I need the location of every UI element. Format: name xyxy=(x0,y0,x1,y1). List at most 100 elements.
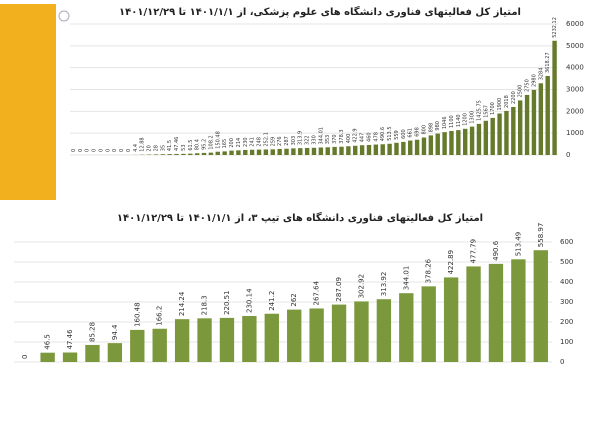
bar xyxy=(130,329,145,362)
bar xyxy=(197,318,212,362)
data-label: 344.01 xyxy=(318,127,324,145)
data-label: 1900 xyxy=(497,98,503,111)
data-label: 490.6 xyxy=(492,240,500,261)
data-label: 302.92 xyxy=(357,274,365,299)
data-label: 267.64 xyxy=(313,280,321,305)
bar xyxy=(339,146,344,155)
data-label: 241.2 xyxy=(268,291,276,311)
bar xyxy=(399,293,414,362)
bar xyxy=(331,304,347,362)
bar xyxy=(359,145,365,155)
data-label: 378.26 xyxy=(425,258,433,283)
data-label: 490.6 xyxy=(380,127,386,141)
data-label: 0 xyxy=(71,149,77,152)
data-label: 259 xyxy=(270,137,276,147)
data-label: 166.2 xyxy=(156,306,164,326)
data-label: 661 xyxy=(408,128,414,138)
y-tick-label: 3000 xyxy=(566,86,584,94)
data-label: 1300 xyxy=(470,111,476,124)
bar xyxy=(208,152,214,155)
data-label: 313.9 xyxy=(298,131,304,145)
bar xyxy=(167,154,172,155)
data-label: 1046 xyxy=(442,116,448,129)
data-label: 422.9 xyxy=(353,128,359,142)
bar xyxy=(463,128,468,155)
bar xyxy=(483,120,489,155)
bar xyxy=(408,140,413,155)
data-label: 559 xyxy=(394,130,400,140)
bar xyxy=(201,152,207,155)
y-tick-label: 5000 xyxy=(566,42,584,50)
bar xyxy=(490,117,495,155)
data-label: 0 xyxy=(21,355,29,359)
data-label: 165 xyxy=(222,139,228,149)
bar xyxy=(421,137,427,155)
data-label: 35 xyxy=(160,145,166,151)
bar xyxy=(62,352,78,362)
data-label: 85.28 xyxy=(88,322,96,342)
data-label: 218.3 xyxy=(201,295,209,315)
y-tick-label: 0 xyxy=(560,358,564,366)
bar xyxy=(160,154,165,155)
y-tick-label: 500 xyxy=(560,258,573,266)
data-label: 1200 xyxy=(463,113,469,126)
data-label: 2018 xyxy=(504,95,510,108)
bar xyxy=(40,352,55,362)
data-label: 600 xyxy=(401,129,407,139)
data-label: 2750 xyxy=(525,79,531,92)
bar xyxy=(256,149,262,155)
bar xyxy=(215,151,220,155)
data-label: 370 xyxy=(332,134,338,144)
bar xyxy=(264,313,279,362)
bar xyxy=(376,299,392,362)
bar xyxy=(107,343,123,362)
data-label: 698 xyxy=(415,127,421,137)
bar xyxy=(414,139,420,155)
bar xyxy=(153,154,159,155)
y-tick-label: 4000 xyxy=(566,64,584,72)
bar xyxy=(428,135,434,155)
data-label: 150.48 xyxy=(215,131,221,149)
y-tick-label: 200 xyxy=(560,318,573,326)
data-label: 0 xyxy=(78,149,84,152)
data-label: 61.5 xyxy=(188,140,194,151)
data-label: 3284 xyxy=(538,68,544,81)
data-label: 0 xyxy=(112,149,118,152)
data-label: 0 xyxy=(126,149,132,152)
bar xyxy=(380,144,385,155)
y-tick-label: 600 xyxy=(560,238,573,246)
data-label: 353 xyxy=(325,135,331,145)
bar xyxy=(366,144,372,155)
data-label: 460 xyxy=(366,132,372,142)
bar xyxy=(222,151,227,155)
bar xyxy=(435,133,440,155)
bar xyxy=(476,123,482,155)
data-label: 230 xyxy=(243,137,249,147)
bar xyxy=(511,259,526,362)
chart-title: امتیاز کل فعالیتهای فناوری دانشگاه های ت… xyxy=(117,211,483,224)
bar xyxy=(270,149,275,155)
data-label: 220.51 xyxy=(223,290,231,315)
data-label: 5232.12 xyxy=(552,17,558,38)
bar xyxy=(188,153,193,155)
data-label: 214.24 xyxy=(178,291,186,316)
bar xyxy=(538,83,544,155)
bar xyxy=(511,106,516,155)
bar xyxy=(533,250,548,362)
bar xyxy=(504,110,509,155)
data-label: 252.1 xyxy=(263,132,269,146)
data-label: 214 xyxy=(236,138,242,148)
bar xyxy=(354,301,369,362)
bar xyxy=(373,144,379,155)
bar xyxy=(353,145,358,155)
y-tick-label: 0 xyxy=(566,151,570,159)
panel-handle xyxy=(58,10,70,22)
data-label: 230.14 xyxy=(245,288,253,313)
bar xyxy=(243,149,248,155)
bar xyxy=(442,132,447,155)
bar xyxy=(552,40,557,155)
data-label: 287 xyxy=(284,136,290,146)
bar xyxy=(287,309,302,362)
bar xyxy=(443,277,459,362)
data-label: 276 xyxy=(277,136,283,146)
